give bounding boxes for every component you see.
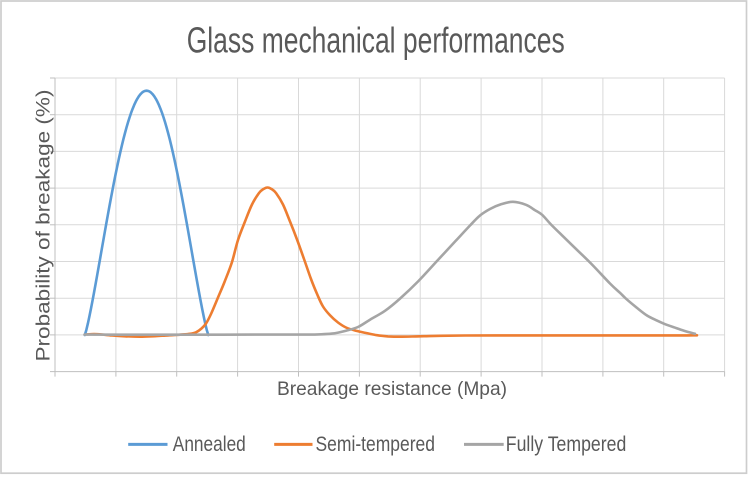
svg-text:Semi-tempered: Semi-tempered xyxy=(316,432,436,456)
svg-text:Glass mechanical performances: Glass mechanical performances xyxy=(187,19,565,60)
svg-text:Annealed: Annealed xyxy=(173,432,246,456)
svg-text:Breakage resistance (Mpa): Breakage resistance (Mpa) xyxy=(277,378,507,400)
svg-text:Probability of breakage (%): Probability of breakage (%) xyxy=(33,90,55,362)
svg-text:Fully Tempered: Fully Tempered xyxy=(506,432,627,456)
